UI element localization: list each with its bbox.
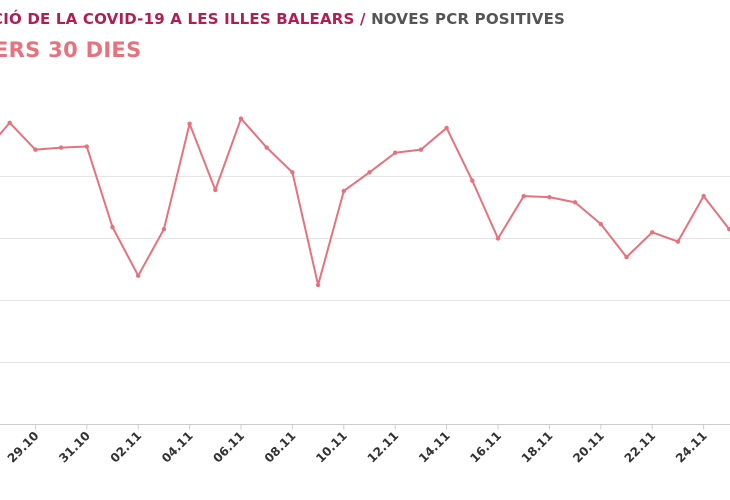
grid-lines [0, 176, 730, 363]
chart-header: CIÓ DE LA COVID-19 A LES ILLES BALEARS /… [0, 0, 730, 80]
data-point[interactable] [495, 236, 501, 241]
chart-title: CIÓ DE LA COVID-19 A LES ILLES BALEARS /… [0, 10, 565, 28]
data-point[interactable] [58, 145, 64, 150]
x-tick-label: 14.11 [416, 429, 453, 466]
data-point[interactable] [84, 144, 90, 149]
x-tick-label: 29.10 [5, 429, 42, 466]
data-point[interactable] [598, 221, 603, 227]
x-tick-label: 08.11 [262, 429, 299, 466]
data-point[interactable] [367, 170, 372, 175]
x-tick-label: 24.11 [673, 429, 710, 466]
data-point[interactable] [675, 239, 681, 244]
x-tick-label: 12.11 [365, 429, 402, 466]
x-tick-label: 22.11 [622, 429, 659, 466]
x-tick-label: 02.11 [108, 429, 145, 466]
data-point[interactable] [238, 116, 244, 121]
data-point[interactable] [624, 254, 629, 260]
series-layer [0, 116, 730, 288]
data-point[interactable] [650, 230, 655, 235]
data-point[interactable] [33, 147, 38, 152]
data-point[interactable] [341, 188, 346, 194]
data-point[interactable] [187, 121, 192, 127]
data-point[interactable] [701, 193, 706, 199]
x-tick-label: 04.11 [159, 429, 196, 466]
x-tick-label: 10.11 [313, 429, 350, 466]
x-tick-label: 18.11 [519, 429, 556, 466]
series-line [0, 117, 730, 286]
data-point[interactable] [213, 187, 218, 193]
title-metric: NOVES PCR POSITIVES [371, 10, 566, 28]
title-main: CIÓ DE LA COVID-19 A LES ILLES BALEARS [0, 10, 355, 28]
chart-subtitle: ERS 30 DIES [0, 38, 142, 62]
data-point[interactable] [470, 178, 475, 183]
data-point[interactable] [727, 227, 730, 232]
x-tick-label: 16.11 [467, 429, 504, 466]
data-point[interactable] [264, 145, 269, 150]
data-point[interactable] [161, 227, 167, 232]
title-separator: / [359, 10, 366, 28]
data-point[interactable] [521, 193, 526, 199]
data-point[interactable] [290, 170, 295, 175]
x-tick-label: 20.11 [570, 429, 607, 466]
data-point[interactable] [110, 224, 115, 230]
x-tick-labels: 29.10 31.10 02.11 04.11 06.11 08.11 10.11 12.11… [5, 424, 710, 466]
data-point[interactable] [7, 120, 12, 125]
data-point[interactable] [136, 273, 141, 278]
data-point[interactable] [444, 125, 449, 131]
data-point[interactable] [547, 194, 552, 200]
x-tick-label: 06.11 [210, 429, 247, 466]
data-point[interactable] [393, 150, 398, 155]
data-point[interactable] [418, 147, 424, 152]
x-tick-label: 31.10 [56, 429, 93, 466]
data-point[interactable] [315, 282, 321, 288]
data-point[interactable] [572, 200, 578, 205]
